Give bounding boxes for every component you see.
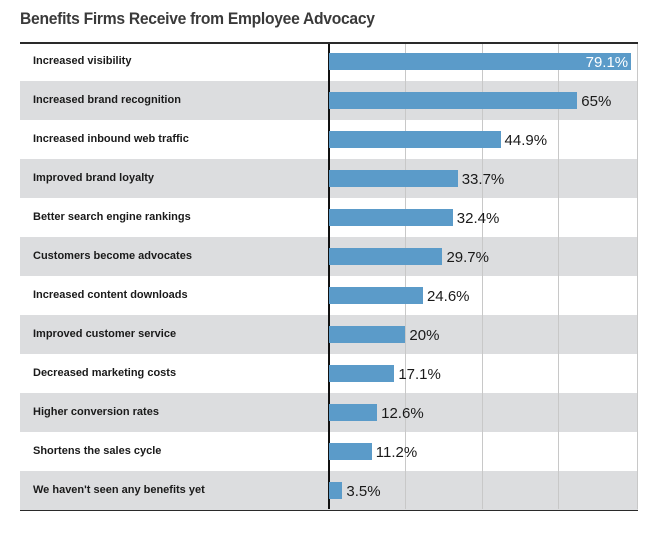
data-label: 11.2%: [375, 444, 418, 461]
bar: [329, 287, 423, 304]
chart-row: Increased inbound web traffic: [20, 120, 638, 159]
chart-row: Increased visibility: [20, 42, 638, 81]
data-label: 33.7%: [461, 171, 505, 188]
data-label: 32.4%: [456, 210, 500, 227]
chart-row: Increased content downloads: [20, 276, 638, 315]
category-label: Improved customer service: [33, 328, 177, 340]
chart-title: Benefits Firms Receive from Employee Adv…: [20, 9, 375, 28]
category-label: Shortens the sales cycle: [33, 445, 162, 457]
category-label: Improved brand loyalty: [33, 172, 155, 184]
bar: [329, 248, 443, 265]
data-label: 65%: [581, 93, 612, 110]
chart-row: Better search engine rankings: [20, 198, 638, 237]
bar: [329, 209, 453, 226]
category-label: Increased content downloads: [33, 289, 188, 301]
data-label: 20%: [409, 327, 440, 344]
data-label: 17.1%: [398, 366, 441, 383]
category-label: Decreased marketing costs: [33, 367, 177, 379]
chart-row: Decreased marketing costs: [20, 354, 638, 393]
bar: [329, 365, 395, 382]
data-label: 3.5%: [346, 483, 381, 500]
category-label: Better search engine rankings: [33, 211, 191, 223]
bar: [329, 170, 458, 187]
bar: [329, 92, 578, 109]
category-label: We haven't seen any benefits yet: [33, 484, 205, 496]
gridline: [558, 44, 560, 509]
data-label: 44.9%: [504, 132, 548, 149]
category-label: Customers become advocates: [33, 250, 192, 262]
data-label: 79.1%: [585, 54, 629, 71]
category-label: Increased inbound web traffic: [33, 133, 189, 145]
bar: [329, 443, 372, 460]
bar: [329, 404, 378, 421]
data-label: 12.6%: [381, 405, 424, 422]
category-label: Increased visibility: [33, 55, 132, 67]
category-label: Increased brand recognition: [33, 94, 181, 106]
bar: [329, 326, 406, 343]
bar: [329, 131, 501, 148]
gridline: [405, 44, 407, 509]
y-axis-line: [328, 44, 330, 509]
bar: [329, 482, 343, 499]
data-label: 24.6%: [426, 288, 470, 305]
bar: [329, 53, 632, 70]
category-label: Higher conversion rates: [33, 406, 159, 418]
gridline: [481, 44, 483, 509]
bar-chart: Increased visibility Increased brand reco…: [20, 42, 638, 511]
chart-row: Shortens the sales cycle: [20, 432, 638, 471]
gridline: [637, 44, 638, 509]
data-label: 29.7%: [446, 249, 489, 266]
